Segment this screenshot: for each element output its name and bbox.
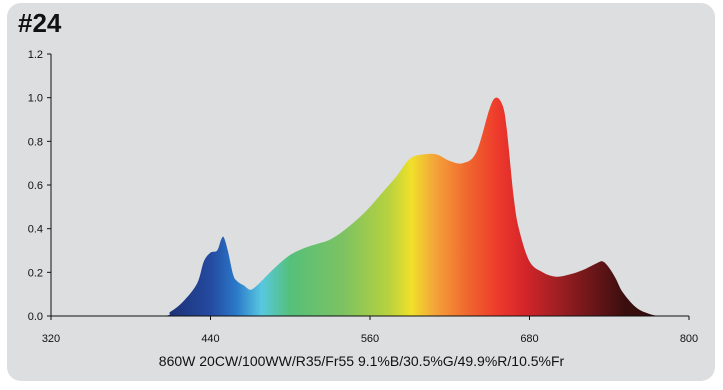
y-tick-label: 0.8 [28,136,43,148]
y-tick-label: 1.2 [28,49,43,61]
chart-card [7,3,715,381]
x-tick-label: 320 [42,333,60,345]
y-tick-label: 0.6 [28,180,43,192]
axes: 0.0 0.2 0.4 0.6 0.8 1.0 1.2 320 440 560 680 800 [28,49,698,345]
chart-title: #24 [18,8,62,38]
y-tick-label: 0.4 [28,224,43,236]
x-tick-label: 800 [680,333,698,345]
spectrum-area [51,97,689,316]
y-tick-label: 1.0 [28,93,43,105]
spectrum-caption: 860W 20CW/100WW/R35/Fr55 9.1%B/30.5%G/49… [158,353,565,369]
y-tick-label: 0.0 [28,311,43,323]
x-tick-label: 560 [361,333,379,345]
x-tick-label: 680 [520,333,538,345]
y-tick-label: 0.2 [28,267,43,279]
x-tick-label: 440 [201,333,219,345]
